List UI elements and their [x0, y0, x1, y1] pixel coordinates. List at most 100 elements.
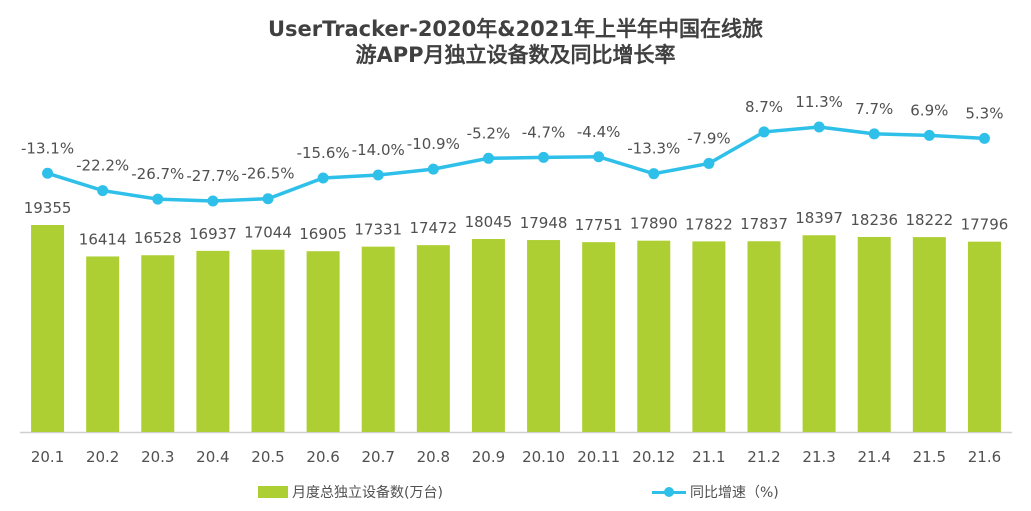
legend-item-bar: 月度总独立设备数(万台) [258, 482, 443, 502]
bar-value-label: 18397 [795, 209, 843, 227]
growth-point-20.2 [97, 185, 109, 197]
x-tick-label: 20.9 [472, 448, 505, 466]
bar-20.11 [582, 242, 616, 432]
growth-value-label: -26.5% [241, 165, 294, 183]
bar-20.10 [527, 240, 561, 432]
x-tick-label: 20.10 [522, 448, 565, 466]
bar-20.12 [637, 240, 671, 432]
x-tick-label: 20.6 [306, 448, 339, 466]
growth-point-21.5 [923, 129, 935, 141]
bar-20.3 [141, 255, 175, 432]
bar-20.4 [196, 250, 230, 432]
x-tick-label: 21.1 [692, 448, 725, 466]
x-tick-label: 21.2 [747, 448, 780, 466]
growth-point-20.8 [427, 163, 439, 175]
growth-value-label: 11.3% [795, 93, 843, 111]
bar-value-label: 17890 [630, 215, 678, 233]
bar-value-label: 17796 [961, 216, 1009, 234]
growth-value-label: -14.0% [352, 141, 405, 159]
legend-line-swatch [652, 486, 686, 498]
bar-20.6 [306, 251, 340, 432]
x-tick-label: 20.8 [417, 448, 450, 466]
growth-point-20.9 [482, 152, 494, 164]
growth-point-21.6 [978, 132, 990, 144]
growth-point-21.2 [758, 126, 770, 138]
bar-21.5 [912, 237, 946, 432]
growth-point-20.4 [207, 195, 219, 207]
x-tick-label: 20.11 [577, 448, 620, 466]
x-tick-label: 20.1 [31, 448, 64, 466]
legend-bar-swatch [258, 486, 288, 498]
growth-point-20.12 [648, 168, 660, 180]
bar-value-label: 17822 [685, 215, 733, 233]
growth-value-label: -27.7% [186, 167, 239, 185]
growth-point-20.5 [262, 193, 274, 205]
bar-20.7 [361, 246, 395, 432]
bar-20.1 [31, 225, 65, 432]
x-tick-label: 21.3 [802, 448, 835, 466]
growth-value-label: 6.9% [910, 101, 948, 119]
x-tick-label: 21.5 [913, 448, 946, 466]
x-tick-label: 20.3 [141, 448, 174, 466]
x-tick-label: 20.12 [632, 448, 675, 466]
bar-21.1 [692, 241, 726, 432]
growth-point-20.7 [372, 169, 384, 181]
x-tick-label: 21.4 [858, 448, 891, 466]
bar-21.2 [747, 241, 781, 432]
chart-title-line1: UserTracker-2020年&2021年上半年中国在线旅 [267, 17, 764, 41]
bar-21.4 [857, 236, 891, 432]
bar-value-label: 18045 [465, 213, 513, 231]
growth-value-label: -5.2% [467, 124, 511, 142]
bar-value-label: 16937 [189, 225, 237, 243]
legend-line-label: 同比增速（%) [690, 485, 779, 501]
bar-20.9 [471, 239, 505, 432]
growth-point-20.10 [538, 151, 550, 163]
growth-value-label: -4.4% [577, 123, 621, 141]
growth-point-21.1 [703, 157, 715, 169]
bar-value-label: 18236 [850, 211, 898, 229]
bar-21.6 [967, 241, 1001, 432]
bar-value-label: 17044 [244, 224, 292, 242]
bar-value-label: 19355 [24, 199, 72, 217]
x-tick-label: 20.4 [196, 448, 229, 466]
bar-value-label: 18222 [905, 211, 953, 229]
growth-value-label: -26.7% [131, 165, 184, 183]
growth-point-21.3 [813, 121, 825, 133]
x-tick-label: 20.2 [86, 448, 119, 466]
growth-point-21.4 [868, 128, 880, 140]
growth-value-label: -7.9% [687, 129, 731, 147]
bar-20.5 [251, 249, 285, 432]
bar-value-label: 17837 [740, 215, 788, 233]
x-tick-label: 20.5 [251, 448, 284, 466]
legend-item-line: 同比增速（%) [652, 482, 779, 502]
growth-point-20.1 [42, 167, 54, 179]
bar-20.8 [416, 245, 450, 432]
growth-value-label: 5.3% [965, 104, 1003, 122]
bar-value-label: 17472 [409, 219, 457, 237]
growth-line [47, 125, 985, 203]
growth-value-label: -13.3% [627, 140, 680, 158]
growth-point-20.3 [152, 193, 164, 205]
growth-value-label: -4.7% [522, 123, 566, 141]
growth-value-label: -13.1% [21, 139, 74, 157]
bar-value-label: 16905 [299, 225, 347, 243]
bar-value-label: 17751 [575, 216, 623, 234]
growth-point-20.6 [317, 172, 329, 184]
growth-value-label: -15.6% [297, 144, 350, 162]
growth-point-20.11 [593, 151, 605, 163]
bar-value-label: 16414 [79, 230, 127, 248]
bar-value-label: 17948 [520, 214, 568, 232]
bar-value-label: 17331 [354, 221, 402, 239]
legend-bar-label: 月度总独立设备数(万台) [292, 485, 443, 501]
x-tick-label: 21.6 [968, 448, 1001, 466]
bar-21.3 [802, 235, 836, 432]
bar-value-label: 16528 [134, 229, 182, 247]
growth-value-label: 7.7% [855, 100, 893, 118]
growth-value-label: 8.7% [745, 98, 783, 116]
growth-value-label: -22.2% [76, 157, 129, 175]
bar-20.2 [86, 256, 120, 432]
chart-title-line2: 游APP月独立设备数及同比增长率 [355, 43, 676, 67]
growth-value-label: -10.9% [407, 135, 460, 153]
x-tick-label: 20.7 [362, 448, 395, 466]
